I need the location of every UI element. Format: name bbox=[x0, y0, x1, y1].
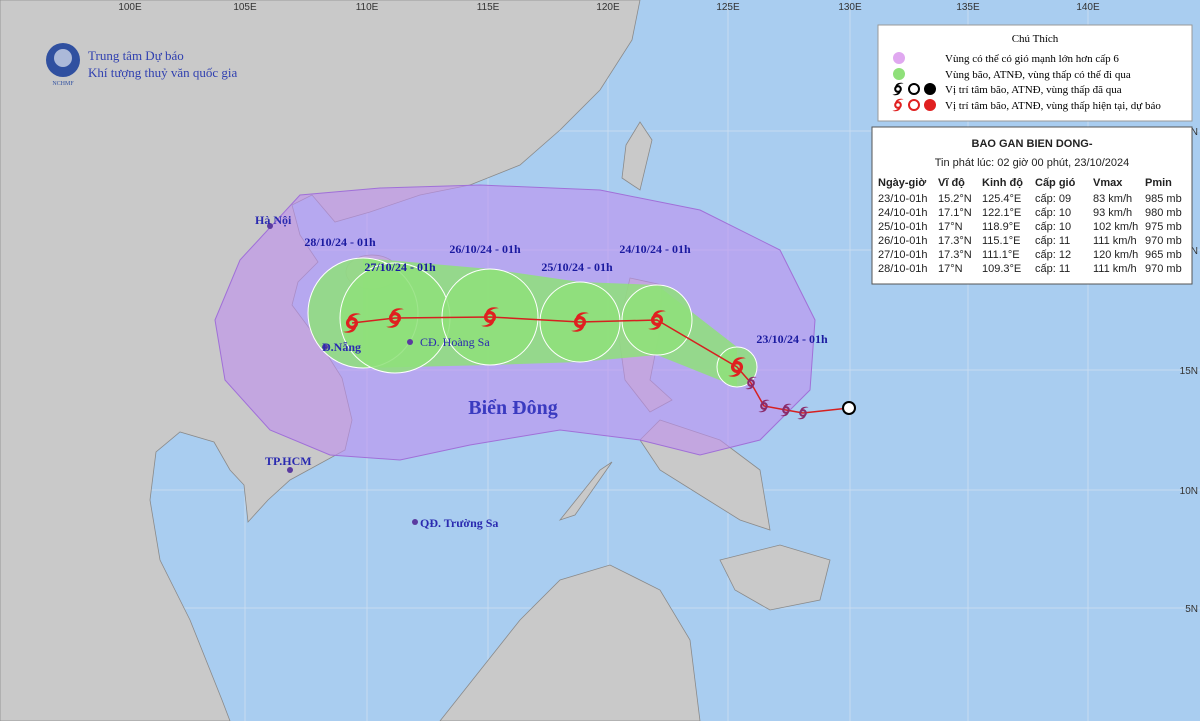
org-line: Khí tượng thuỷ văn quốc gia bbox=[88, 65, 238, 80]
legend-item: Vùng có thể có gió mạnh lớn hơn cấp 6 bbox=[945, 53, 1119, 65]
table-cell: 27/10-01h bbox=[878, 249, 928, 261]
table-cell: 975 mb bbox=[1145, 221, 1182, 233]
column-header: Kinh độ bbox=[982, 177, 1023, 189]
forecast-label: 25/10/24 - 01h bbox=[541, 260, 613, 274]
table-cell: cấp: 11 bbox=[1035, 263, 1070, 275]
forecast-label: 28/10/24 - 01h bbox=[304, 235, 376, 249]
lon-label: 125E bbox=[716, 2, 740, 13]
track-line bbox=[351, 316, 850, 414]
lon-label: 100E bbox=[118, 2, 142, 13]
table-cell: 24/10-01h bbox=[878, 207, 928, 219]
table-cell: 970 mb bbox=[1145, 235, 1182, 247]
table-cell: 985 mb bbox=[1145, 193, 1182, 205]
table-cell: 111.1°E bbox=[982, 249, 1020, 261]
table-cell: 111 km/h bbox=[1093, 235, 1137, 247]
logo-text: NCHMF bbox=[52, 81, 74, 87]
table-cell: 25/10-01h bbox=[878, 221, 928, 233]
lat-label: 10N bbox=[1180, 486, 1198, 497]
table-cell: cấp: 09 bbox=[1035, 193, 1071, 205]
table-cell: 17.3°N bbox=[938, 235, 972, 247]
lat-label: 5N bbox=[1185, 604, 1198, 615]
table-cell: 970 mb bbox=[1145, 263, 1182, 275]
column-header: Vmax bbox=[1093, 177, 1123, 189]
table-cell: 28/10-01h bbox=[878, 263, 928, 275]
table-cell: 109.3°E bbox=[982, 263, 1021, 275]
column-header: Pmin bbox=[1145, 177, 1172, 189]
table-cell: cấp: 11 bbox=[1035, 235, 1070, 247]
forecast-label: 26/10/24 - 01h bbox=[449, 242, 521, 256]
forecast-label: 23/10/24 - 01h bbox=[756, 332, 828, 346]
table-cell: cấp: 12 bbox=[1035, 249, 1071, 261]
column-header: Vĩ độ bbox=[938, 177, 965, 189]
legend-item: Vùng bão, ATNĐ, vùng thấp có thể đi qua bbox=[945, 69, 1131, 81]
table-cell: 15.2°N bbox=[938, 193, 972, 205]
table-cell: 111 km/h bbox=[1093, 263, 1137, 275]
table-cell: 23/10-01h bbox=[878, 193, 928, 205]
table-cell: 26/10-01h bbox=[878, 235, 928, 247]
org-line: Trung tâm Dự báo bbox=[88, 48, 184, 63]
place-dots bbox=[267, 223, 418, 525]
table-cell: 965 mb bbox=[1145, 249, 1182, 261]
legend-title: Chú Thích bbox=[1012, 33, 1059, 45]
bulletin: BAO GAN BIEN DONG- Tin phát lúc: 02 giờ … bbox=[871, 126, 1193, 285]
forecast-label: 24/10/24 - 01h bbox=[619, 242, 691, 256]
table-cell: 17.1°N bbox=[938, 207, 972, 219]
lon-label: 120E bbox=[596, 2, 620, 13]
bulletin-issued: Tin phát lúc: 02 giờ 00 phút, 23/10/2024 bbox=[935, 157, 1130, 169]
table-cell: 17°N bbox=[938, 221, 963, 233]
table-cell: 118.9°E bbox=[982, 221, 1020, 233]
table-cell: 17°N bbox=[938, 263, 963, 275]
logo: NCHMF Trung tâm Dự báo Khí tượng thuỷ vă… bbox=[46, 43, 238, 87]
table-cell: 120 km/h bbox=[1093, 249, 1138, 261]
place-label: TP.HCM bbox=[265, 454, 312, 468]
table-cell: 122.1°E bbox=[982, 207, 1021, 219]
legend-item: Vị trí tâm bão, ATNĐ, vùng thấp hiện tại… bbox=[945, 100, 1161, 112]
column-header: Ngày-giờ bbox=[878, 177, 926, 189]
table-cell: 115.1°E bbox=[982, 235, 1020, 247]
lon-label: 115E bbox=[477, 2, 500, 13]
table-cell: 83 km/h bbox=[1093, 193, 1132, 205]
place-label: QĐ. Trường Sa bbox=[420, 516, 498, 530]
lon-label: 130E bbox=[838, 2, 862, 13]
place-label: Đ.Nẵng bbox=[322, 340, 361, 354]
table-cell: cấp: 10 bbox=[1035, 207, 1071, 219]
bulletin-title: BAO GAN BIEN DONG- bbox=[972, 138, 1093, 150]
lat-label: 15N bbox=[1180, 366, 1198, 377]
sea-label: Biển Đông bbox=[468, 397, 557, 419]
lon-label: 135E bbox=[956, 2, 980, 13]
place-label: Hà Nội bbox=[255, 213, 292, 227]
table-cell: cấp: 10 bbox=[1035, 221, 1071, 233]
legend: Chú Thích Vùng có thể có gió mạnh lớn hơ… bbox=[877, 24, 1193, 122]
forecast-label: 27/10/24 - 01h bbox=[364, 260, 436, 274]
past-positions bbox=[744, 376, 856, 420]
place-label: CĐ. Hoàng Sa bbox=[420, 335, 490, 349]
column-header: Cấp gió bbox=[1035, 177, 1076, 189]
table-cell: 102 km/h bbox=[1093, 221, 1138, 233]
legend-item: Vị trí tâm bão, ATNĐ, vùng thấp đã qua bbox=[945, 84, 1122, 96]
lon-label: 105E bbox=[233, 2, 257, 13]
table-cell: 980 mb bbox=[1145, 207, 1182, 219]
lon-label: 110E bbox=[356, 2, 379, 13]
lon-label: 140E bbox=[1076, 2, 1100, 13]
table-cell: 93 km/h bbox=[1093, 207, 1132, 219]
table-cell: 17.3°N bbox=[938, 249, 972, 261]
table-cell: 125.4°E bbox=[982, 193, 1021, 205]
